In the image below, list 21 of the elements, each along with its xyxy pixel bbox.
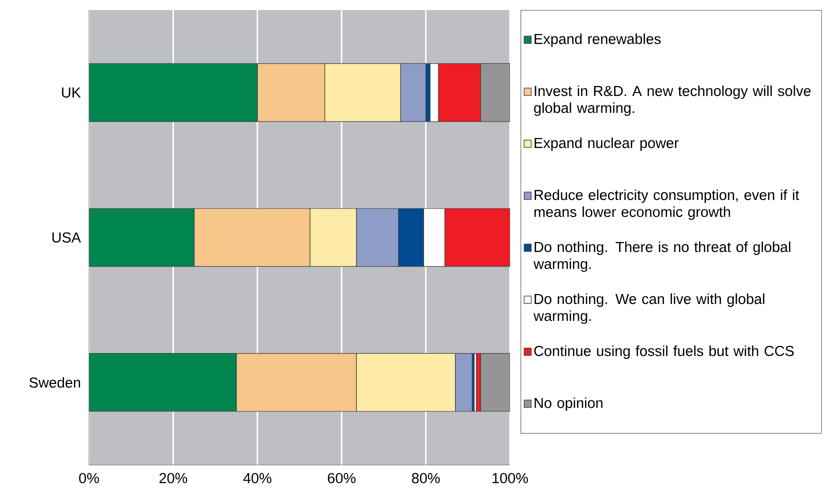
x-tick-label: 40% — [243, 472, 272, 484]
x-tick-label: 0% — [79, 472, 99, 484]
legend-label: Expand nuclear power — [534, 137, 679, 151]
x-tick-label: 60% — [328, 472, 356, 484]
legend-label: Reduce electricity consumption, even if it means lower economic growth — [534, 189, 800, 220]
x-tick-label: 80% — [412, 472, 440, 484]
legend-label: Do nothing. We can live with global warming. — [533, 293, 764, 324]
bar — [89, 208, 195, 267]
bar — [89, 63, 258, 122]
legend-label: Continue using fossil fuels but with CCS — [534, 345, 794, 359]
legend-label: Do nothing. There is no threat of global warming. — [533, 241, 790, 272]
y-tick-label: UK — [62, 88, 81, 98]
legend-label: Invest in R&D. A new technology will solve global warming. — [534, 85, 811, 116]
legend-label: No opinion — [534, 397, 602, 411]
bar — [89, 353, 237, 412]
bar — [480, 353, 510, 412]
y-tick-label: USA — [52, 232, 81, 243]
x-tick-label: 20% — [159, 472, 188, 484]
legend-label: Expand renewables — [534, 33, 661, 47]
y-tick-label: Sweden — [29, 377, 80, 388]
x-tick-label: 100% — [492, 472, 528, 484]
